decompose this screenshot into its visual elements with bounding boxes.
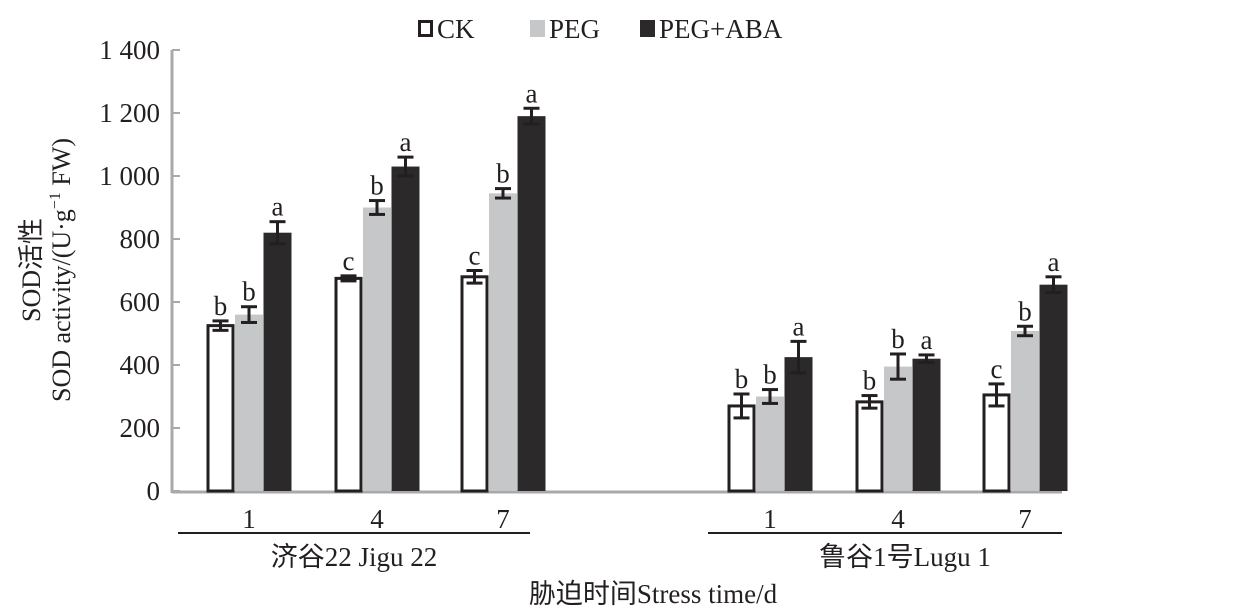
bar-peg-aba <box>391 166 420 492</box>
legend-label: CK <box>437 14 475 44</box>
significance-letter: b <box>863 366 877 396</box>
significance-letter: b <box>370 171 384 201</box>
bar-peg-aba <box>912 358 941 491</box>
significance-letter: a <box>272 192 284 222</box>
bar-peg-aba <box>517 116 546 492</box>
y-tick-label: 400 <box>120 350 161 380</box>
bar-peg <box>363 207 391 491</box>
x-axis-title: 胁迫时间Stress time/d <box>529 579 778 609</box>
legend: CK PEG PEG+ABA <box>418 14 783 44</box>
bar-peg-aba <box>784 357 813 491</box>
bar-peg <box>1011 330 1039 491</box>
y-axis-label-tail: FW) <box>47 138 76 192</box>
y-tick-label: 1 000 <box>99 161 160 191</box>
y-tick-label: 0 <box>147 476 161 506</box>
y-axis-label-sup: −1 <box>47 192 64 209</box>
significance-letter: b <box>214 291 228 321</box>
significance-letter: c <box>469 241 481 271</box>
y-axis-label-en: SOD activity/(U·g−1 FW) <box>47 138 76 402</box>
legend-label: PEG+ABA <box>659 14 783 44</box>
bar-peg-aba <box>1039 284 1068 491</box>
bar-ck <box>982 393 1011 493</box>
bar-ck <box>334 276 363 493</box>
bar-peg <box>489 193 517 491</box>
significance-letter: b <box>735 364 749 394</box>
x-tick-label: 1 <box>242 504 256 534</box>
y-tick-label: 600 <box>120 287 161 317</box>
bar-peg <box>756 396 784 491</box>
significance-letter: a <box>400 127 412 157</box>
significance-letter: a <box>921 325 933 355</box>
x-axis: 1 4 7 济谷22 Jigu 22 1 4 7 鲁谷1号Lugu 1 <box>178 504 1062 572</box>
x-tick-label: 4 <box>891 504 905 534</box>
significance-letter: b <box>1018 296 1032 326</box>
significance-letter: a <box>526 78 538 108</box>
y-axis-label-main: SOD activity/(U·g <box>47 209 76 402</box>
significance-letter: b <box>496 159 510 189</box>
x-tick-label: 7 <box>496 504 510 534</box>
y-tick-label: 200 <box>120 413 161 443</box>
significance-letter: a <box>1048 247 1060 277</box>
y-tick-label: 1 200 <box>99 98 160 128</box>
legend-swatch-peg-aba <box>640 20 655 37</box>
significance-letter: c <box>343 246 355 276</box>
legend-label: PEG <box>549 14 600 44</box>
group-label: 鲁谷1号Lugu 1 <box>819 542 991 572</box>
y-axis-label-cn: SOD活性 <box>17 218 46 322</box>
bar-peg <box>884 366 912 491</box>
x-tick-label: 4 <box>370 504 384 534</box>
legend-swatch-peg <box>530 20 545 37</box>
x-tick-label: 1 <box>763 504 777 534</box>
significance-letter: b <box>242 277 256 307</box>
y-axis: 0 200 400 600 800 1 000 1 200 1 400 <box>99 35 1062 506</box>
legend-swatch-ck <box>418 20 433 37</box>
x-tick-label: 7 <box>1018 504 1032 534</box>
y-tick-label: 800 <box>120 224 161 254</box>
bar-ck <box>855 400 884 493</box>
bar-ck <box>206 324 235 493</box>
bar-ck <box>460 275 489 493</box>
bar-peg <box>235 314 263 491</box>
y-tick-label: 1 400 <box>99 35 160 65</box>
bar-peg-aba <box>263 232 292 491</box>
significance-letter: b <box>891 324 905 354</box>
group-label: 济谷22 Jigu 22 <box>271 542 438 572</box>
significance-letter: b <box>763 360 777 390</box>
bar-ck <box>727 404 756 493</box>
significance-letter: a <box>793 311 805 341</box>
significance-letter: c <box>991 354 1003 384</box>
